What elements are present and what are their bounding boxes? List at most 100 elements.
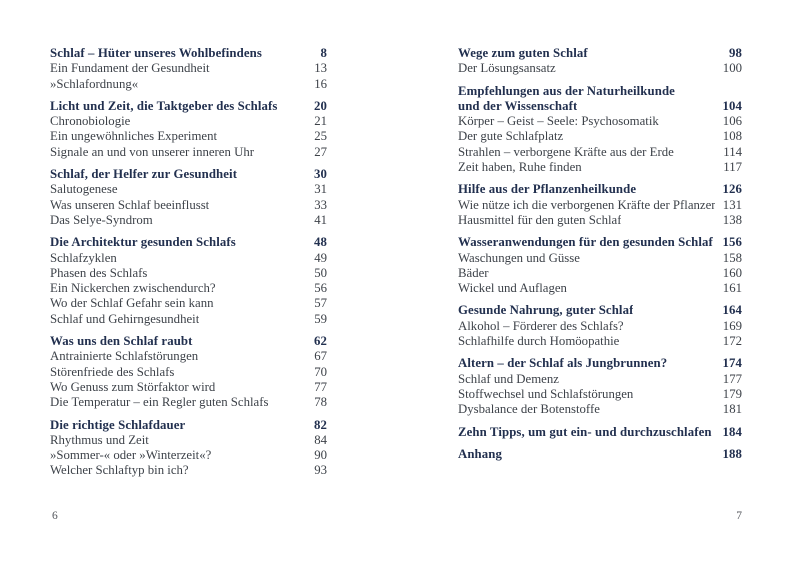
toc-entry-title: Waschungen und Güsse [458,250,580,265]
toc-entry-page: 172 [722,334,742,349]
toc-section: Gesunde Nahrung, guter Schlaf 164 Alkohol … [458,303,742,349]
toc-entry-title: Gesunde Nahrung, guter Schlaf [458,303,634,318]
toc-entry-page: 184 [722,424,742,439]
toc-entry-title: Wasseranwendungen für den gesunden Schla… [458,235,713,250]
toc-entry-title: Phasen des Schlafs [50,265,148,280]
toc-section: Anhang 188 [458,447,742,462]
toc-entry-title: Schlaf und Demenz [458,371,559,386]
toc-entry-page: 62 [314,334,327,349]
toc-entry-title: Schlaf – Hüter unseres Wohlbefindens [50,46,262,60]
toc-entry-row: Schlaf und Gehirngesundheit 59 [50,312,327,327]
toc-entry-title: Wo der Schlaf Gefahr sein kann [50,296,214,311]
toc-entry-row: Salutogenese 31 [50,182,327,197]
toc-entry-page: 174 [722,356,742,371]
toc-entry-title: Wie nütze ich die verborgenen Kräfte der… [458,197,715,212]
toc-entry-row: Schlafzyklen 49 [50,251,327,266]
toc-entry-row: Körper – Geist – Seele: Psychosomatik 106 [458,114,742,129]
toc-entry-row: Ein ungewöhnliches Experiment 25 [50,129,327,144]
toc-entry-row: Der gute Schlafplatz 108 [458,129,742,144]
toc-heading-row: Altern – der Schlaf als Jungbrunnen? 174 [458,356,742,371]
toc-entry-page: 16 [314,76,327,91]
toc-entry-page: 50 [314,265,327,280]
toc-entry-page: 41 [314,212,327,227]
toc-entry-page: 106 [722,114,742,129]
toc-entry-title: Altern – der Schlaf als Jungbrunnen? [458,356,668,371]
toc-entry-page: 188 [722,446,742,461]
toc-heading-row: Zehn Tipps, um gut ein- und durchzuschla… [458,425,742,440]
toc-entry-title: Rhythmus und Zeit [50,432,149,447]
toc-entry-page: 49 [314,250,327,265]
toc-entry-title: Zehn Tipps, um gut ein- und durchzuschla… [458,424,712,439]
toc-entry-page: 48 [314,235,327,250]
toc-entry-title: Zeit haben, Ruhe finden [458,160,582,175]
toc-entry-title: Die richtige Schlafdauer [50,417,186,432]
toc-section: Altern – der Schlaf als Jungbrunnen? 174 S… [458,356,742,417]
toc-entry-title: Körper – Geist – Seele: Psychosomatik [458,114,659,129]
toc-heading-row: Empfehlungen aus der Naturheilkunde [458,84,742,99]
toc-entry-page: 13 [314,61,327,76]
toc-entry-page: 84 [314,432,327,447]
toc-entry-page: 20 [314,98,327,113]
toc-entry-title: Der gute Schlafplatz [458,129,564,144]
toc-entry-row: Ein Nickerchen zwischendurch? 56 [50,281,327,296]
toc-entry-title: und der Wissenschaft [458,98,578,113]
toc-entry-page: 104 [722,98,742,113]
toc-entry-title: Hausmittel für den guten Schlaf [458,212,622,227]
toc-section: Zehn Tipps, um gut ein- und durchzuschla… [458,425,742,440]
toc-entry-row: Was unseren Schlaf beeinflusst 33 [50,198,327,213]
toc-heading-row: Anhang 188 [458,447,742,462]
toc-entry-row: »Schlafordnung« 16 [50,77,327,92]
toc-entry-page: 90 [314,448,327,463]
toc-entry-row: Störenfriede des Schlafs 70 [50,365,327,380]
toc-section: Die Architektur gesunden Schlafs 48 Schlaf… [50,235,327,327]
toc-entry-page: 27 [314,144,327,159]
toc-heading-row: Wege zum guten Schlaf 98 [458,46,742,61]
toc-section: Empfehlungen aus der Naturheilkunde und d… [458,84,742,176]
toc-entry-page: 33 [314,197,327,212]
toc-entry-title: Was uns den Schlaf raubt [50,334,193,349]
toc-entry-title: Ein Fundament der Gesundheit [50,61,210,76]
toc-entry-title: Licht und Zeit, die Taktgeber des Schlaf… [50,98,278,113]
toc-entry-title: Anhang [458,446,502,461]
toc-heading-row: Schlaf – Hüter unseres Wohlbefindens 8 [50,46,327,61]
toc-entry-title: Störenfriede des Schlafs [50,364,175,379]
page-number-left: 6 [52,510,58,522]
toc-entry-title: »Schlafordnung« [50,76,139,91]
toc-entry-title: Ein Nickerchen zwischendurch? [50,281,216,296]
toc-entry-row: Wie nütze ich die verborgenen Kräfte der… [458,198,742,213]
toc-entry-page: 131 [722,197,742,212]
toc-heading-row: Schlaf, der Helfer zur Gesundheit 30 [50,167,327,182]
toc-entry-title: Schlaf und Gehirngesundheit [50,311,200,326]
toc-entry-row: Das Selye-Syndrom 41 [50,213,327,228]
toc-entry-title: Das Selye-Syndrom [50,212,153,227]
toc-entry-page: 160 [722,265,742,280]
toc-entry-page: 78 [314,395,327,410]
toc-entry-row: Welcher Schlaftyp bin ich? 93 [50,463,327,478]
toc-entry-row: Rhythmus und Zeit 84 [50,433,327,448]
toc-section: Licht und Zeit, die Taktgeber des Schlaf… [50,99,327,160]
toc-entry-title: Ein ungewöhnliches Experiment [50,129,218,144]
toc-entry-title: Hilfe aus der Pflanzenheilkunde [458,182,637,197]
toc-entry-row: »Sommer-« oder »Winterzeit«? 90 [50,448,327,463]
toc-section: Wege zum guten Schlaf 98 Der Lösungsansatz… [458,46,742,77]
toc-right-page-column: Wege zum guten Schlaf 98 Der Lösungsansatz… [458,46,742,462]
toc-entry-row: Signale an und von unserer inneren Uhr 27 [50,145,327,160]
toc-entry-title: Strahlen – verborgene Kräfte aus der Erd… [458,144,674,159]
toc-entry-page: 77 [314,379,327,394]
toc-entry-page: 70 [314,364,327,379]
toc-entry-row: Die Temperatur – ein Regler guten Schlaf… [50,395,327,410]
toc-heading-row: und der Wissenschaft 104 [458,99,742,114]
toc-entry-row: Phasen des Schlafs 50 [50,266,327,281]
toc-entry-row: Ein Fundament der Gesundheit 13 [50,61,327,76]
toc-entry-page: 156 [722,235,742,250]
toc-entry-row: Wickel und Auflagen 161 [458,281,742,296]
toc-entry-row: Wo Genuss zum Störfaktor wird 77 [50,380,327,395]
toc-entry-row: Zeit haben, Ruhe finden 117 [458,160,742,175]
toc-entry-page: 117 [723,160,742,175]
toc-section: Wasseranwendungen für den gesunden Schla… [458,235,742,296]
toc-entry-page: 98 [729,46,742,60]
toc-entry-title: Bäder [458,265,489,280]
toc-entry-row: Chronobiologie 21 [50,114,327,129]
toc-entry-page: 31 [314,182,327,197]
toc-section: Schlaf – Hüter unseres Wohlbefindens 8 Ein… [50,46,327,92]
